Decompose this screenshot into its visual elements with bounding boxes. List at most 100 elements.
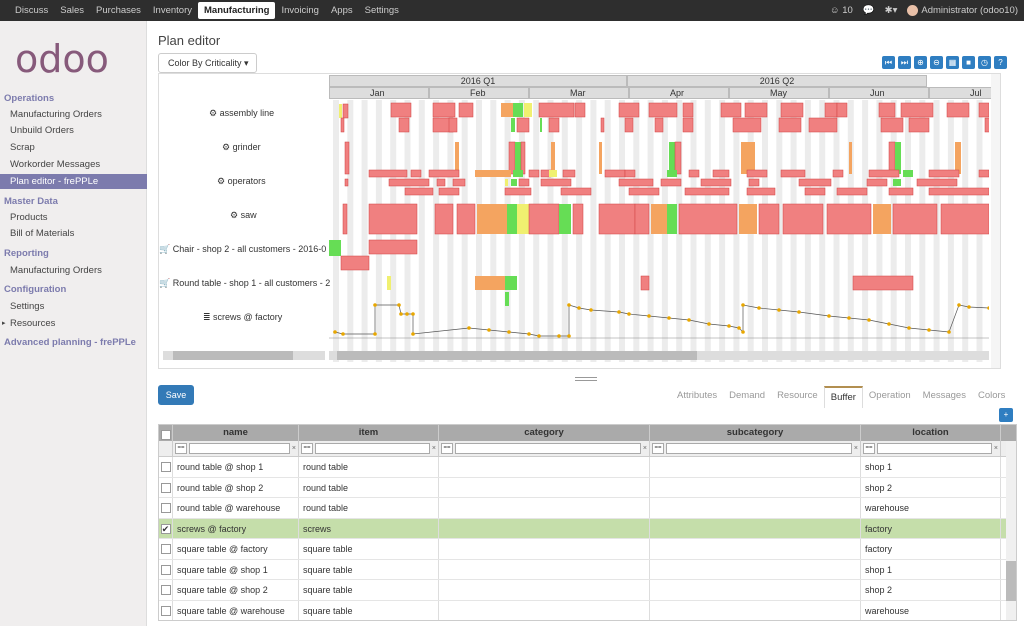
saw-bar[interactable]	[634, 203, 650, 235]
operators-bar[interactable]	[452, 178, 466, 187]
round-table-bar[interactable]	[640, 275, 650, 291]
inventory-point[interactable]	[627, 312, 631, 316]
inventory-point[interactable]	[847, 316, 851, 320]
inventory-point[interactable]	[907, 326, 911, 330]
assembly-bar[interactable]	[540, 118, 542, 132]
operators-bar[interactable]	[688, 169, 700, 178]
assembly-bar[interactable]	[778, 117, 802, 133]
column-header-subcategory[interactable]: subcategory	[650, 425, 861, 441]
assembly-bar[interactable]	[878, 102, 896, 118]
operators-bar[interactable]	[436, 178, 446, 187]
sidebar-item-resources[interactable]: ▸ Resources	[2, 318, 56, 329]
row-checkbox[interactable]	[160, 564, 171, 575]
operators-bar[interactable]	[748, 178, 760, 187]
inventory-point[interactable]	[617, 310, 621, 314]
row-checkbox[interactable]: ✔	[160, 523, 171, 534]
assembly-bar[interactable]	[574, 102, 586, 118]
saw-bar[interactable]	[342, 203, 348, 235]
assembly-bar[interactable]	[946, 102, 970, 118]
operators-bar[interactable]	[388, 178, 430, 187]
clear-icon[interactable]: ×	[291, 445, 296, 452]
column-header-location[interactable]: location	[861, 425, 1001, 441]
row-checkbox[interactable]	[160, 462, 171, 472]
inventory-point[interactable]	[707, 322, 711, 326]
operators-bar[interactable]	[893, 179, 901, 186]
assembly-bar[interactable]	[618, 102, 640, 118]
saw-bar[interactable]	[559, 204, 571, 234]
filter-operator[interactable]: ==	[175, 443, 187, 454]
notification-counter[interactable]: ☺ 10	[829, 5, 853, 16]
operators-bar[interactable]	[504, 187, 532, 196]
menu-invoicing[interactable]: Invoicing	[281, 5, 319, 16]
clear-icon[interactable]: ×	[642, 445, 647, 452]
table-row[interactable]: round table @ shop 2 round table shop 2	[159, 477, 1016, 498]
tab-colors[interactable]: Colors	[977, 390, 1006, 401]
inventory-point[interactable]	[589, 308, 593, 312]
inventory-point[interactable]	[647, 314, 651, 318]
operators-bar[interactable]	[628, 187, 660, 196]
grinder-bar[interactable]	[455, 142, 459, 174]
operators-bar[interactable]	[804, 187, 826, 196]
filter-input[interactable]	[877, 443, 992, 454]
assembly-bar[interactable]	[732, 117, 762, 133]
row-checkbox[interactable]	[160, 482, 171, 493]
grinder-bar[interactable]	[955, 142, 961, 174]
table-row[interactable]: square table @ shop 2 square table shop 2	[159, 580, 1016, 601]
assembly-bar[interactable]	[682, 117, 694, 133]
inventory-point[interactable]	[467, 326, 471, 330]
inventory-point[interactable]	[527, 332, 531, 336]
operators-bar[interactable]	[684, 187, 730, 196]
inventory-point[interactable]	[741, 330, 745, 334]
operators-bar[interactable]	[916, 178, 958, 187]
bug-icon[interactable]: ✱▾	[884, 5, 898, 16]
assembly-bar[interactable]	[511, 118, 515, 132]
inventory-point[interactable]	[405, 312, 409, 316]
saw-bar[interactable]	[758, 203, 780, 235]
inventory-point[interactable]	[757, 306, 761, 310]
assembly-bar[interactable]	[513, 103, 523, 117]
inventory-point[interactable]	[487, 328, 491, 332]
gantt-bars[interactable]	[329, 100, 989, 365]
assembly-bar[interactable]	[908, 117, 930, 133]
operators-bar[interactable]	[780, 169, 806, 178]
chair-bar[interactable]	[329, 240, 341, 256]
operators-bar[interactable]	[868, 169, 900, 178]
saw-bar[interactable]	[739, 204, 757, 234]
filter-operator[interactable]: ==	[652, 443, 664, 454]
operators-bar[interactable]	[928, 169, 960, 178]
inventory-point[interactable]	[867, 318, 871, 322]
table-row[interactable]: round table @ warehouse round table wareho…	[159, 498, 1016, 519]
grinder-bar[interactable]	[674, 141, 682, 175]
assembly-bar[interactable]	[342, 103, 349, 119]
inventory-point[interactable]	[827, 314, 831, 318]
save-button[interactable]: Save	[158, 385, 194, 405]
operators-bar[interactable]	[404, 187, 434, 196]
clear-icon[interactable]: ×	[993, 445, 998, 452]
saw-bar[interactable]	[667, 204, 677, 234]
round-table-bar[interactable]	[511, 276, 515, 290]
inventory-point[interactable]	[741, 303, 745, 307]
inventory-point[interactable]	[957, 303, 961, 307]
inventory-point[interactable]	[727, 324, 731, 328]
inventory-point[interactable]	[397, 303, 401, 307]
round-table-bar[interactable]	[505, 292, 509, 306]
saw-bar[interactable]	[572, 203, 584, 235]
column-header-category[interactable]: category	[439, 425, 650, 441]
operators-bar[interactable]	[513, 170, 523, 177]
menu-inventory[interactable]: Inventory	[152, 5, 192, 16]
assembly-bar[interactable]	[548, 117, 560, 133]
odoo-logo[interactable]: odoo	[15, 39, 135, 79]
tab-buffer[interactable]: Buffer	[823, 386, 863, 408]
operators-bar[interactable]	[746, 169, 768, 178]
assembly-bar[interactable]	[458, 102, 474, 118]
inventory-point[interactable]	[987, 306, 989, 310]
clear-icon[interactable]: ×	[853, 445, 858, 452]
assembly-bar[interactable]	[824, 102, 838, 118]
chair-bar[interactable]	[368, 239, 418, 255]
saw-bar[interactable]	[892, 203, 938, 235]
filter-input[interactable]	[666, 443, 852, 454]
zoom-out-icon[interactable]: ⊖	[930, 56, 943, 69]
vertical-scrollbar[interactable]	[991, 74, 1000, 368]
tab-resource[interactable]: Resource	[777, 390, 818, 401]
clock-icon[interactable]: ◷	[978, 56, 991, 69]
